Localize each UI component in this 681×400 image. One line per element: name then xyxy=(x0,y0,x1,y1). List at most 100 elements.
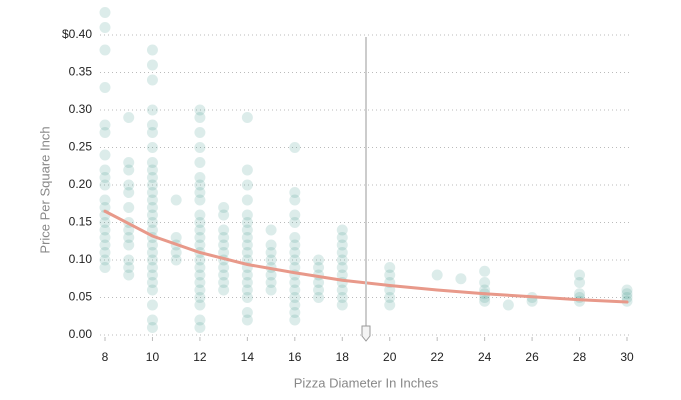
point xyxy=(289,232,301,243)
point xyxy=(146,239,158,251)
point xyxy=(241,209,253,221)
point xyxy=(194,314,206,326)
point xyxy=(289,209,301,221)
point xyxy=(289,142,301,153)
point xyxy=(99,172,111,183)
point xyxy=(621,284,633,296)
point xyxy=(336,247,348,258)
point xyxy=(289,262,301,273)
point xyxy=(99,119,111,131)
point xyxy=(479,277,491,288)
point xyxy=(431,269,443,281)
point xyxy=(170,232,182,243)
point xyxy=(289,277,301,288)
x-tick-label: 10 xyxy=(146,350,160,364)
point xyxy=(99,224,111,236)
point xyxy=(170,254,182,266)
point xyxy=(99,127,111,138)
point xyxy=(146,59,158,71)
point xyxy=(99,262,111,273)
point xyxy=(146,254,158,266)
point xyxy=(194,209,206,221)
point xyxy=(336,284,348,296)
point xyxy=(99,247,111,258)
point xyxy=(241,314,253,326)
y-tick-label: 0.30 xyxy=(69,102,93,116)
point xyxy=(123,269,135,281)
point xyxy=(384,299,396,311)
point xyxy=(336,239,348,251)
point xyxy=(241,307,253,318)
point xyxy=(241,232,253,243)
point xyxy=(336,254,348,266)
x-tick-label: 22 xyxy=(431,350,445,364)
point xyxy=(194,142,206,153)
point xyxy=(194,112,206,123)
plot: 0.00 0.05 0.10 0.15 0.20 0.25 0.30 0.35 $0.40 8 10… xyxy=(62,7,634,364)
point xyxy=(123,224,135,236)
point xyxy=(194,179,206,191)
point xyxy=(170,194,182,206)
point xyxy=(218,269,230,281)
point xyxy=(218,224,230,236)
point xyxy=(123,254,135,266)
x-tick-label: 14 xyxy=(241,350,255,364)
point xyxy=(265,269,277,281)
point xyxy=(265,239,277,251)
point xyxy=(146,202,158,213)
point xyxy=(99,7,111,18)
point xyxy=(241,277,253,288)
point xyxy=(194,269,206,281)
point xyxy=(194,239,206,251)
point xyxy=(241,284,253,296)
point xyxy=(99,239,111,251)
point xyxy=(241,292,253,303)
point xyxy=(123,187,135,198)
point xyxy=(384,269,396,281)
point xyxy=(194,232,206,243)
point xyxy=(265,224,277,236)
y-tick-label: 0.05 xyxy=(69,290,93,304)
x-tick-label: 16 xyxy=(288,350,302,364)
point xyxy=(99,202,111,213)
point xyxy=(194,172,206,183)
x-tick-label: 12 xyxy=(193,350,207,364)
point xyxy=(99,82,111,93)
point xyxy=(289,284,301,296)
point xyxy=(146,104,158,116)
point xyxy=(146,44,158,56)
point xyxy=(146,269,158,281)
cursor-handle[interactable] xyxy=(361,325,371,342)
point xyxy=(336,232,348,243)
point xyxy=(241,112,253,123)
y-tick-label: 0.35 xyxy=(69,65,93,79)
point xyxy=(99,149,111,161)
y-tick-label: 0.20 xyxy=(69,177,93,191)
y-tick-label: 0.25 xyxy=(69,140,93,154)
point xyxy=(336,262,348,273)
point xyxy=(194,322,206,333)
point xyxy=(194,292,206,303)
point xyxy=(146,172,158,183)
x-tick-label: 26 xyxy=(525,350,539,364)
point xyxy=(146,299,158,311)
point xyxy=(241,217,253,228)
point xyxy=(146,157,158,168)
point xyxy=(194,299,206,311)
point xyxy=(123,262,135,273)
point xyxy=(146,277,158,288)
point xyxy=(526,295,538,307)
point xyxy=(479,265,491,277)
point xyxy=(574,288,586,300)
point xyxy=(336,224,348,236)
y-tick-label: $0.40 xyxy=(62,27,92,41)
point xyxy=(218,209,230,221)
point xyxy=(146,314,158,326)
point xyxy=(218,284,230,296)
x-tick-label: 30 xyxy=(620,350,634,364)
y-tick-label: 0.00 xyxy=(69,327,93,341)
point xyxy=(99,179,111,191)
point xyxy=(265,254,277,266)
point xyxy=(194,194,206,206)
point xyxy=(218,239,230,251)
